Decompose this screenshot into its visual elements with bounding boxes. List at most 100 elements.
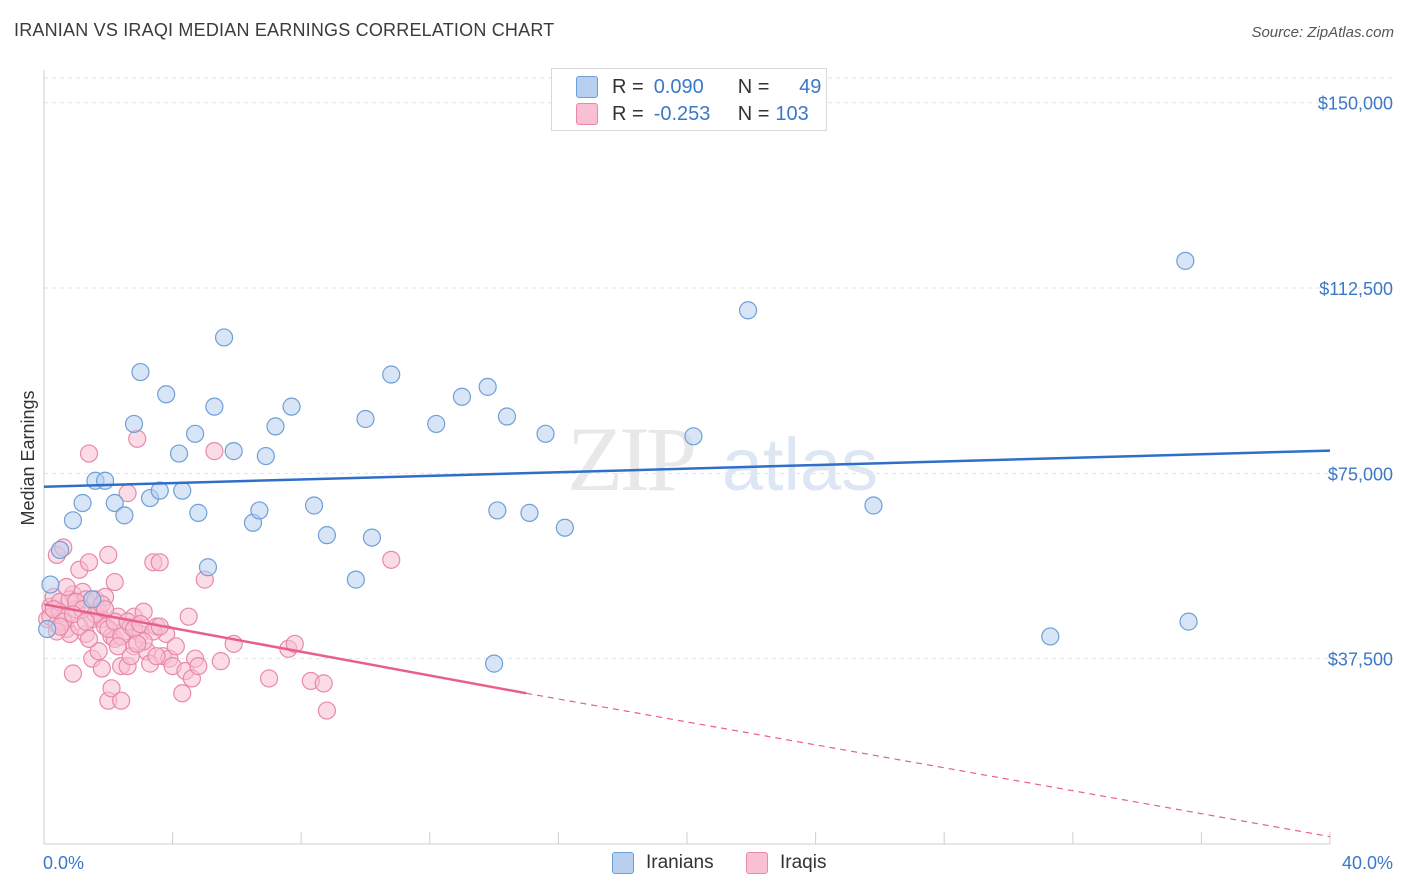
iranians-point <box>497 407 517 426</box>
trend-line-iraqis-extrapolated <box>526 692 1331 838</box>
watermark: ZIP atlas <box>567 408 878 510</box>
iranians-point <box>1041 627 1060 646</box>
iraqis-point <box>382 550 401 569</box>
iraqis-point <box>128 634 147 653</box>
iraqis-point <box>166 637 185 656</box>
iraqis-point <box>150 553 169 572</box>
y-tick-label: $112,500 <box>1319 279 1393 299</box>
iraqis-point <box>57 577 76 597</box>
iranians-point <box>73 493 92 513</box>
iranians-point <box>485 654 504 673</box>
iraqis-point <box>314 674 333 693</box>
legend-n-label: N = <box>737 102 770 125</box>
iraqis-point <box>63 664 83 683</box>
iranians-point <box>427 414 446 434</box>
iranians-point <box>41 575 60 594</box>
series-iraqis <box>38 429 401 720</box>
iranians-point <box>50 540 70 560</box>
iraqis-point <box>259 669 279 688</box>
iranians-point <box>256 446 275 466</box>
iraqis-point <box>79 444 99 463</box>
iranians-point <box>95 471 115 490</box>
iranians-point <box>536 424 555 443</box>
iraqis-point <box>76 612 95 631</box>
series-legend: Iranians Iraqis <box>0 852 1406 876</box>
trend-lines <box>43 449 1331 838</box>
iranians-point <box>38 619 57 639</box>
iraqis-point <box>79 553 99 572</box>
x-tick-label-max: 40.0% <box>1342 853 1393 873</box>
legend-n-value: 49 <box>799 75 822 98</box>
iranians-point <box>488 501 507 520</box>
iranians-point <box>205 397 224 416</box>
chart-title: IRANIAN VS IRAQI MEDIAN EARNINGS CORRELA… <box>14 20 555 40</box>
iranians-point <box>346 570 365 589</box>
legend-r-value: -0.253 <box>653 102 711 125</box>
iranians-point <box>105 493 124 513</box>
trend-line-iraqis <box>43 603 527 695</box>
iranians-point <box>356 409 375 429</box>
iranians-point <box>63 511 83 530</box>
iraqis-point <box>92 659 111 678</box>
legend-r-label: R = <box>612 102 644 125</box>
series-iranians <box>38 251 1198 673</box>
iranians-point <box>157 385 176 404</box>
iraqis-point <box>89 642 108 661</box>
iranians-point <box>382 365 401 384</box>
grid-lines <box>44 77 1392 660</box>
iranians-point <box>555 518 574 537</box>
iraqis-point <box>189 656 208 676</box>
iranians-point <box>452 387 472 406</box>
iraqis-point <box>179 607 198 626</box>
y-tick-labels: $37,500 $75,000 $112,500 $150,000 <box>1318 94 1393 670</box>
iraqis-point <box>95 600 115 619</box>
source-credit: Source: ZipAtlas.com <box>1251 24 1394 41</box>
legend-item-iranians: Iranians <box>612 852 714 874</box>
iranians-point <box>169 444 189 463</box>
legend-swatch-iranians <box>612 852 634 874</box>
legend-label-iranians: Iranians <box>646 852 714 873</box>
legend-swatch-iraqis <box>746 852 768 874</box>
y-tick-label: $75,000 <box>1328 464 1393 484</box>
iraqis-point <box>173 684 192 703</box>
watermark-zip: ZIP <box>567 408 694 510</box>
y-axis-label: Median Earnings <box>18 390 38 525</box>
iranians-point <box>478 377 497 396</box>
iranians-point <box>83 590 102 609</box>
legend-n-value: 103 <box>775 102 809 125</box>
iranians-point <box>520 503 539 522</box>
legend-label-iraqis: Iraqis <box>780 852 827 873</box>
iranians-point <box>304 496 324 515</box>
legend-n-label: N = <box>737 75 770 98</box>
iraqis-point <box>128 429 147 448</box>
legend-row-iranians: R = 0.090 N = 49 <box>576 75 821 99</box>
iraqis-point <box>102 679 121 698</box>
iranians-point <box>317 526 337 545</box>
iranians-point <box>186 424 205 443</box>
axes <box>43 70 1331 845</box>
iraqis-point <box>211 652 230 671</box>
iranians-point <box>1176 251 1195 270</box>
legend-r-value: 0.090 <box>653 75 704 98</box>
iranians-point <box>250 501 269 520</box>
iranians-point <box>362 528 382 547</box>
iraqis-point <box>108 637 128 656</box>
iranians-point <box>224 442 243 461</box>
iranians-point <box>214 328 234 347</box>
iranians-point <box>738 301 758 320</box>
iraqis-point <box>205 442 224 461</box>
iranians-point <box>864 496 883 515</box>
iraqis-point <box>317 701 337 720</box>
iraqis-point <box>105 572 124 592</box>
y-tick-label: $150,000 <box>1318 94 1393 114</box>
legend-swatch-iranians <box>576 76 598 98</box>
iraqis-point <box>99 545 118 564</box>
iranians-point <box>150 481 169 500</box>
iraqis-point <box>147 647 166 666</box>
trend-line-iranians <box>43 449 1331 488</box>
legend-r-label: R = <box>612 75 644 98</box>
legend-swatch-iraqis <box>576 103 598 125</box>
x-tick-label-min: 0.0% <box>43 853 84 873</box>
iranians-point <box>131 362 150 382</box>
